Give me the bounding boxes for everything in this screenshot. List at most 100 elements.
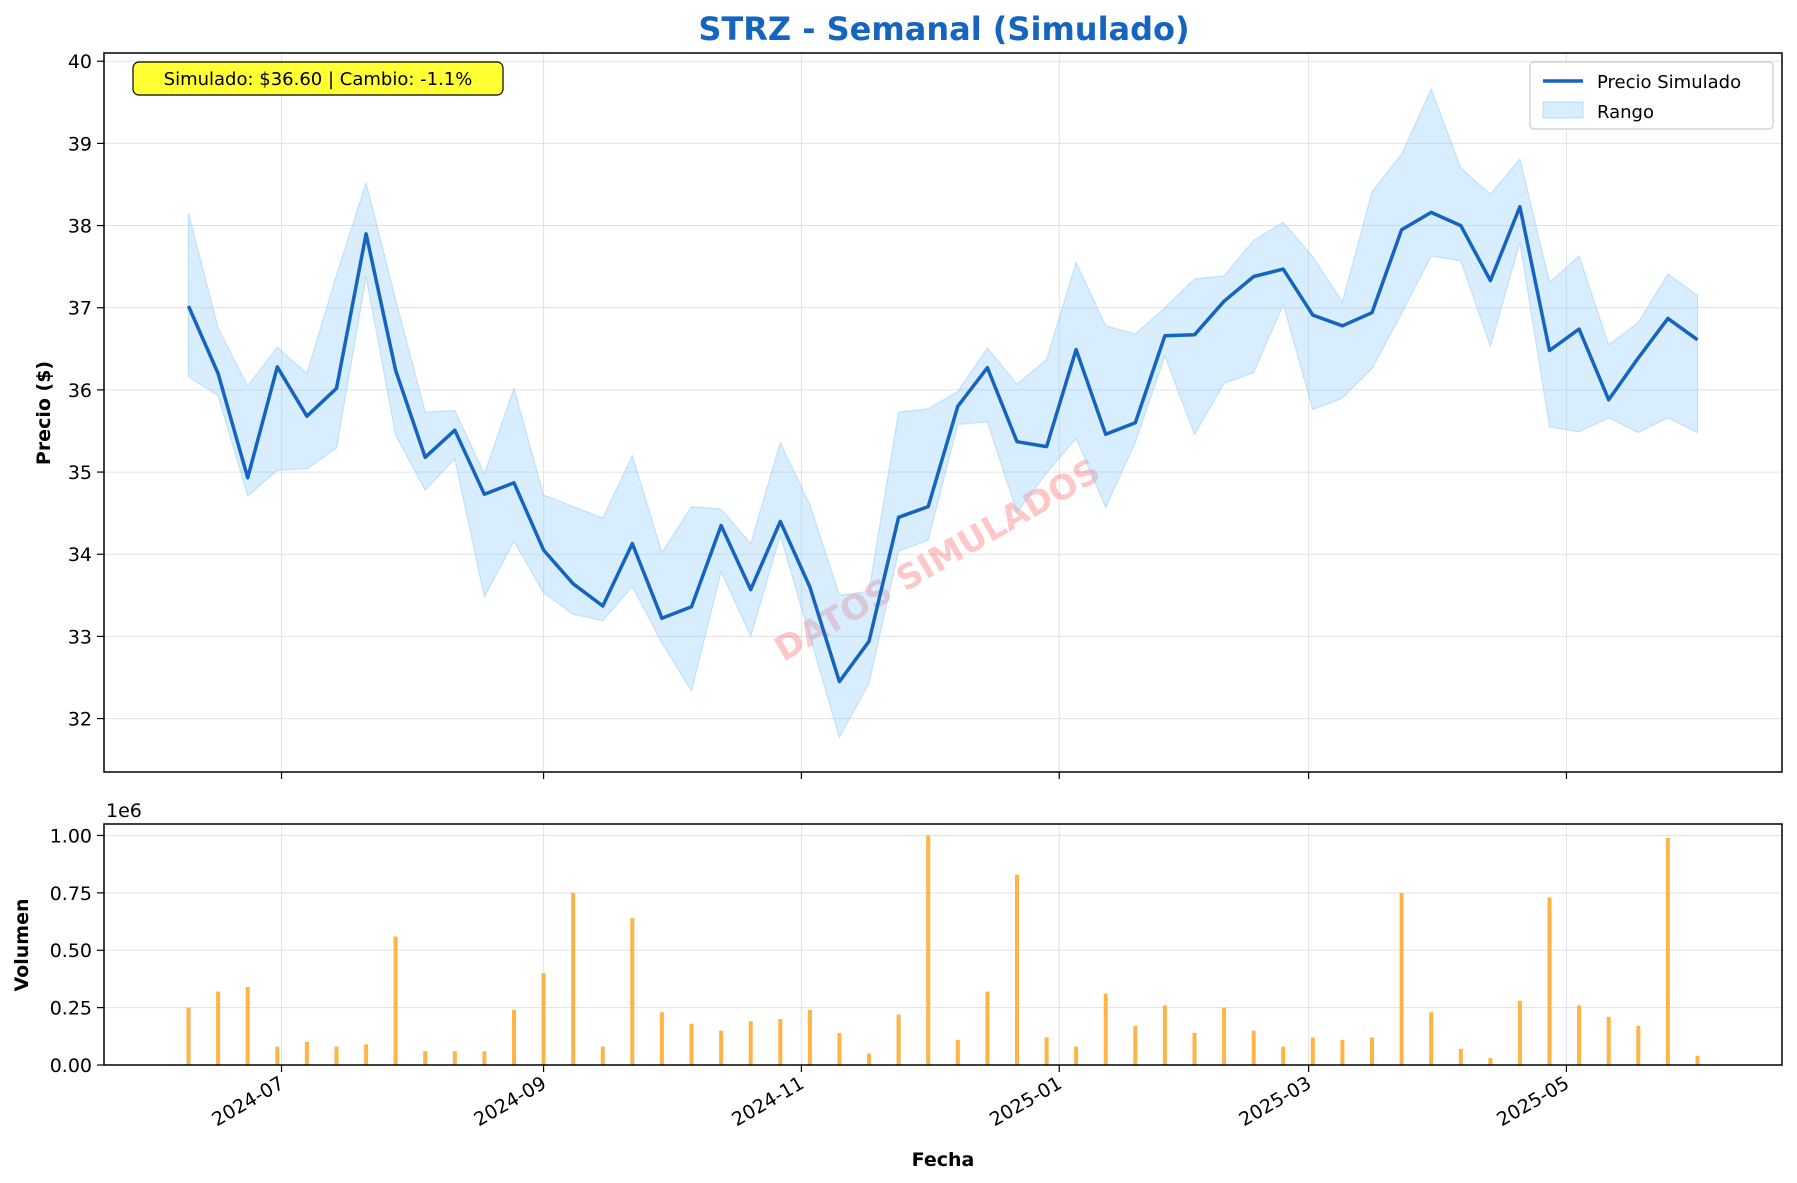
volume-bar: [630, 918, 635, 1065]
volume-bar: [1399, 892, 1404, 1065]
volume-y-ticks: 0.00 0.25 0.50 0.75 1.00: [50, 825, 104, 1077]
volume-bar: [275, 1046, 280, 1065]
volume-bar: [1015, 874, 1019, 1065]
volume-bar: [867, 1053, 871, 1065]
price-y-tick-label: 34: [68, 544, 92, 566]
volume-bar: [1133, 1026, 1138, 1065]
volume-bar: [955, 1039, 960, 1065]
volume-bar: [423, 1051, 428, 1065]
price-y-tick-label: 33: [68, 626, 92, 648]
price-y-tick-label: 36: [68, 380, 92, 402]
volume-y-tick-label: 0.75: [50, 883, 92, 905]
x-tick-label: 2025-03: [1235, 1072, 1315, 1131]
volume-bar: [689, 1023, 694, 1065]
volume-bar: [1251, 1030, 1256, 1065]
volume-bar: [541, 973, 546, 1065]
volume-panel: 0.000.250.500.751.00 2024-07 2024-09 2024-…: [11, 800, 1783, 1171]
volume-bar: [1310, 1037, 1315, 1065]
volume-bar: [512, 1009, 516, 1065]
volume-bar: [334, 1046, 339, 1065]
volume-bar: [1577, 1005, 1582, 1065]
volume-bar: [393, 936, 398, 1065]
volume-bar: [719, 1030, 724, 1065]
price-series-line: [186, 204, 1699, 684]
volume-bar: [659, 1012, 664, 1065]
x-tick-label: 2024-11: [728, 1072, 808, 1131]
volume-y-tick-label: 0.00: [50, 1055, 92, 1077]
volume-bar: [1103, 993, 1108, 1065]
annotation-text: Simulado: $36.60 | Cambio: -1.1%: [164, 69, 473, 90]
price-y-axis-label: Precio ($): [33, 361, 55, 465]
chart-title: STRZ - Semanal (Simulado): [698, 10, 1189, 48]
x-axis-label: Fecha: [912, 1149, 975, 1171]
volume-frame: [103, 823, 1783, 1066]
legend: Precio Simulado Rango: [1529, 61, 1774, 130]
volume-x-ticks: 2024-07 2024-09 2024-11 2025-01 2025-03 2025-…: [208, 1065, 1573, 1131]
x-tick-label: 2024-09: [470, 1072, 550, 1131]
volume-bar: [216, 991, 221, 1065]
volume-bar: [245, 987, 250, 1065]
volume-bar: [1370, 1037, 1374, 1065]
volume-bar: [452, 1051, 457, 1065]
volume-scale-label: 1e6: [106, 800, 142, 822]
volume-bar: [600, 1046, 605, 1065]
legend-band-swatch: [1542, 101, 1584, 119]
price-y-tick-label: 37: [68, 298, 92, 320]
price-x-tick-marks: [280, 772, 1568, 779]
price-grid: [104, 53, 1782, 772]
volume-bar: [1547, 897, 1552, 1065]
legend-frame: [1529, 61, 1774, 130]
volume-bar: [807, 1009, 812, 1065]
volume-bar: [1340, 1039, 1345, 1065]
legend-label-price: Precio Simulado: [1597, 72, 1741, 93]
volume-bars: [186, 835, 1700, 1065]
volume-bar: [1044, 1037, 1049, 1065]
volume-bar: [837, 1032, 842, 1065]
legend-label-range: Rango: [1597, 102, 1654, 123]
volume-bar: [1162, 1005, 1167, 1065]
volume-bar: [482, 1051, 487, 1065]
volume-bar: [1222, 1007, 1227, 1065]
volume-bar: [1074, 1046, 1079, 1065]
price-y-tick-label: 38: [68, 216, 92, 238]
volume-bar: [985, 991, 990, 1065]
volume-bar: [1281, 1046, 1286, 1065]
volume-bar: [748, 1021, 753, 1065]
volume-plot-area: [104, 824, 1782, 1065]
volume-bar: [364, 1044, 369, 1065]
volume-y-axis-label: Volumen: [11, 899, 33, 992]
price-plot-area: [104, 53, 1782, 772]
volume-bar: [1458, 1048, 1463, 1065]
volume-bar: [571, 892, 576, 1065]
volume-bar: [778, 1019, 783, 1065]
volume-bar: [1488, 1058, 1493, 1065]
x-tick-label: 2025-01: [986, 1072, 1066, 1131]
volume-bar: [1192, 1032, 1197, 1065]
x-tick-label: 2025-05: [1493, 1072, 1573, 1131]
price-y-tick-label: 32: [68, 709, 92, 731]
annotation-box: Simulado: $36.60 | Cambio: -1.1%: [132, 61, 504, 96]
volume-bar: [896, 1014, 901, 1065]
volume-bar: [1695, 1055, 1700, 1065]
annotation-background: [132, 61, 504, 96]
volume-bar: [1429, 1012, 1434, 1065]
volume-bar: [1517, 1000, 1522, 1065]
volume-bar: [304, 1042, 309, 1065]
volume-y-tick-label: 1.00: [50, 825, 92, 847]
price-frame: [103, 52, 1783, 773]
volume-bar: [186, 1007, 191, 1065]
price-y-tick-label: 35: [68, 462, 92, 484]
volume-y-tick-label: 0.25: [50, 998, 92, 1020]
x-tick-label: 2024-07: [208, 1072, 288, 1131]
price-y-tick-label: 39: [68, 133, 92, 155]
price-y-tick-label: 40: [68, 51, 92, 73]
volume-bar: [926, 835, 931, 1065]
price-line: [186, 204, 1699, 684]
volume-bar: [1665, 837, 1670, 1065]
volume-bar: [1606, 1016, 1611, 1065]
volume-y-tick-label: 0.50: [50, 940, 92, 962]
volume-bar: [1636, 1026, 1641, 1065]
price-y-ticks: 32 33 34 35 36 37 38 39 40: [68, 51, 104, 731]
